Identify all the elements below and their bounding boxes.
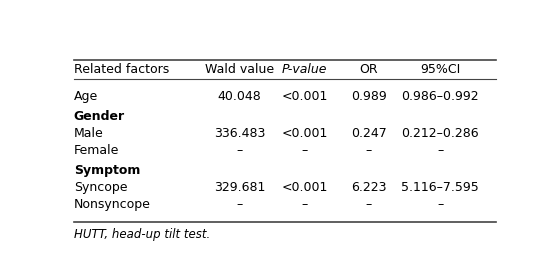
Text: Gender: Gender (74, 110, 125, 123)
Text: Wald value: Wald value (205, 63, 274, 76)
Text: Nonsyncope: Nonsyncope (74, 198, 151, 210)
Text: –: – (301, 144, 307, 157)
Text: –: – (437, 144, 443, 157)
Text: –: – (237, 198, 243, 210)
Text: –: – (366, 144, 372, 157)
Text: Age: Age (74, 90, 98, 103)
Text: –: – (437, 198, 443, 210)
Text: <0.001: <0.001 (281, 127, 327, 140)
Text: <0.001: <0.001 (281, 90, 327, 103)
Text: 329.681: 329.681 (214, 181, 265, 194)
Text: OR: OR (360, 63, 378, 76)
Text: –: – (366, 198, 372, 210)
Text: 0.247: 0.247 (351, 127, 387, 140)
Text: 336.483: 336.483 (214, 127, 265, 140)
Text: –: – (301, 198, 307, 210)
Text: 6.223: 6.223 (351, 181, 387, 194)
Text: 95%CI: 95%CI (420, 63, 460, 76)
Text: HUTT, head-up tilt test.: HUTT, head-up tilt test. (74, 228, 210, 241)
Text: Related factors: Related factors (74, 63, 169, 76)
Text: Symptom: Symptom (74, 164, 140, 177)
Text: Female: Female (74, 144, 119, 157)
Text: –: – (237, 144, 243, 157)
Text: <0.001: <0.001 (281, 181, 327, 194)
Text: 0.986–0.992: 0.986–0.992 (401, 90, 479, 103)
Text: P-value: P-value (281, 63, 327, 76)
Text: 40.048: 40.048 (218, 90, 261, 103)
Text: 0.212–0.286: 0.212–0.286 (401, 127, 479, 140)
Text: Male: Male (74, 127, 103, 140)
Text: 0.989: 0.989 (351, 90, 387, 103)
Text: Syncope: Syncope (74, 181, 127, 194)
Text: 5.116–7.595: 5.116–7.595 (401, 181, 479, 194)
